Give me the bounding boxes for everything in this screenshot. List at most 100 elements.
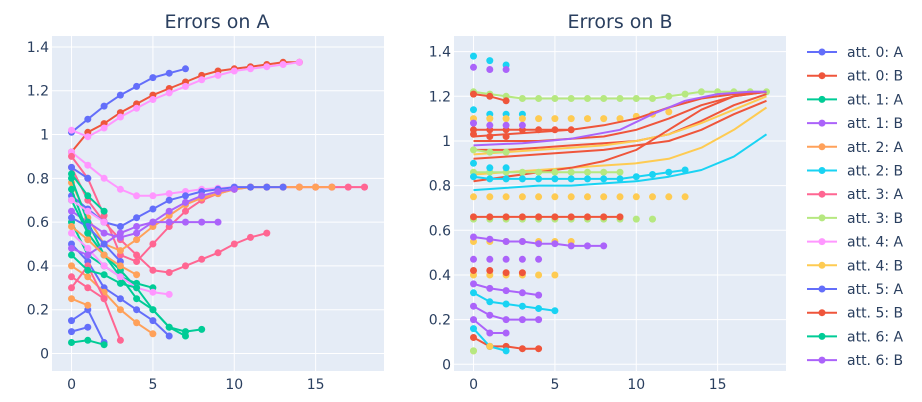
legend-item[interactable]: att. 0: B	[807, 69, 903, 85]
data-point	[133, 295, 141, 303]
data-point	[328, 183, 336, 191]
legend-item[interactable]: att. 4: A	[807, 235, 904, 251]
data-point	[518, 345, 526, 353]
data-point	[214, 249, 222, 257]
legend-marker-swatch	[818, 190, 826, 198]
legend-label: att. 0: A	[847, 45, 904, 61]
data-point	[470, 334, 477, 341]
legend-item[interactable]: att. 6: A	[807, 329, 904, 345]
x-tick-label: 5	[148, 377, 157, 393]
data-point	[214, 188, 222, 195]
data-point	[68, 229, 75, 237]
data-point	[84, 336, 92, 344]
data-point	[470, 119, 477, 127]
data-point	[68, 328, 75, 336]
data-point	[84, 251, 92, 259]
data-point	[632, 193, 640, 201]
y-tick-label: 1	[442, 134, 451, 150]
data-point	[116, 279, 124, 287]
data-point	[182, 262, 189, 270]
legend-item[interactable]: att. 0: A	[807, 45, 904, 61]
data-point	[502, 255, 510, 263]
series-att-4-a	[68, 58, 303, 141]
data-point	[68, 317, 75, 325]
data-point	[535, 115, 543, 123]
data-point	[681, 90, 689, 98]
data-point	[279, 183, 287, 191]
data-point	[584, 115, 591, 123]
data-point	[198, 192, 206, 200]
data-point	[100, 271, 108, 279]
data-point	[470, 302, 477, 310]
legend-item[interactable]: att. 3: A	[807, 187, 904, 203]
data-point	[584, 175, 591, 183]
data-point	[149, 218, 157, 226]
data-point	[84, 115, 92, 123]
legend-item[interactable]: att. 1: A	[807, 92, 904, 108]
legend-label: att. 0: B	[847, 69, 903, 85]
legend-marker-swatch	[818, 332, 826, 340]
data-point	[584, 242, 591, 250]
y-tick-label: 0.4	[429, 268, 451, 284]
legend-item[interactable]: att. 5: A	[807, 282, 904, 298]
legend-item[interactable]: att. 2: A	[807, 140, 904, 156]
data-point	[214, 71, 222, 79]
data-point	[470, 146, 477, 154]
data-point	[681, 166, 689, 174]
data-point	[84, 229, 92, 237]
data-point	[100, 240, 108, 248]
data-point	[551, 307, 559, 315]
series-att-0-b	[470, 267, 526, 277]
series-att-0-b	[470, 213, 624, 221]
legend-label: att. 5: B	[847, 306, 903, 322]
data-point	[567, 95, 575, 102]
data-point	[116, 113, 124, 121]
data-point	[470, 213, 477, 221]
data-point	[535, 255, 543, 263]
data-point	[584, 193, 591, 201]
data-point	[133, 236, 141, 244]
series-att-0-b	[473, 90, 767, 142]
series-att-2-a	[68, 295, 92, 309]
legend-marker-swatch	[818, 167, 826, 174]
legend-item[interactable]: att. 4: B	[807, 258, 903, 274]
data-point	[116, 185, 124, 193]
data-point	[600, 168, 608, 176]
data-point	[100, 102, 108, 110]
y-tick-label: 0.2	[429, 313, 451, 329]
data-point	[518, 238, 526, 245]
data-point	[486, 298, 494, 306]
data-point	[149, 288, 157, 296]
data-point	[68, 251, 75, 259]
data-point	[600, 242, 608, 250]
data-point	[486, 66, 494, 73]
data-point	[600, 175, 608, 183]
data-point	[68, 214, 75, 222]
y-tick-label: 1.2	[429, 89, 451, 105]
legend-item[interactable]: att. 1: B	[807, 116, 903, 132]
data-point	[502, 115, 510, 123]
x-tick-label: 10	[225, 377, 243, 393]
legend-label: att. 1: B	[847, 116, 903, 132]
data-point	[68, 223, 75, 230]
legend-item[interactable]: att. 2: B	[807, 164, 903, 180]
data-point	[535, 168, 543, 176]
legend-item[interactable]: att. 3: B	[807, 211, 903, 227]
legend-marker-swatch	[818, 309, 826, 317]
data-point	[567, 168, 575, 176]
data-point	[502, 269, 510, 277]
data-point	[133, 223, 141, 230]
data-point	[567, 115, 575, 123]
legend-marker-swatch	[818, 95, 826, 103]
data-point	[198, 218, 206, 226]
data-point	[486, 57, 494, 65]
series-att-2-b	[470, 159, 510, 172]
legend-marker-swatch	[818, 285, 826, 293]
legend-item[interactable]: att. 6: B	[807, 353, 903, 369]
legend-item[interactable]: att. 5: B	[807, 306, 903, 322]
data-point	[584, 213, 591, 221]
data-point	[133, 82, 141, 90]
series-att-2-b	[470, 166, 689, 183]
data-point	[518, 193, 526, 201]
series-att-4-b	[470, 193, 689, 201]
